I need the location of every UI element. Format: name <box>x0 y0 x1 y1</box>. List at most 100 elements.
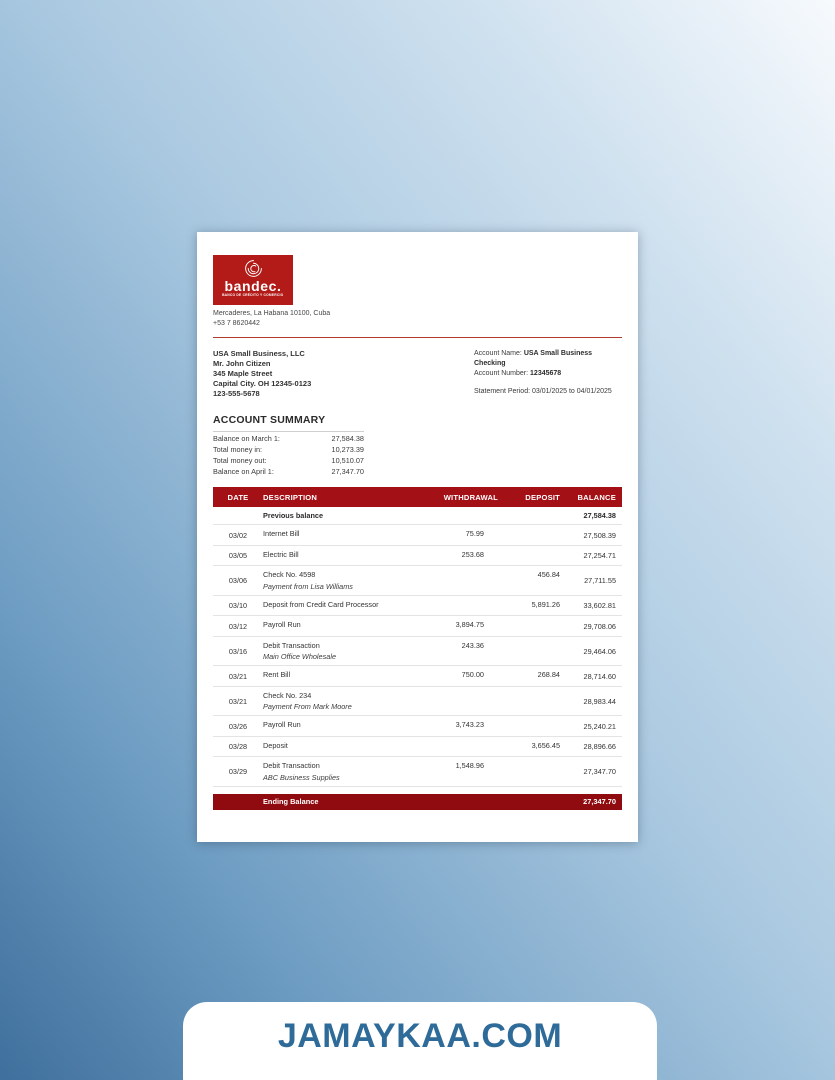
summary-row-label: Total money out: <box>213 455 267 465</box>
txn-balance: 25,240.21 <box>583 721 616 731</box>
txn-description-main: Deposit from Credit Card Processor <box>263 599 379 609</box>
txn-balance: 29,708.06 <box>583 621 616 631</box>
col-header-withdrawal: WITHDRAWAL <box>443 492 498 502</box>
txn-description-main: Payroll Run <box>263 620 301 630</box>
txn-date: 03/21 <box>228 696 248 706</box>
txn-description-note: ABC Business Supplies <box>263 772 340 782</box>
summary-row-value: 27,584.38 <box>331 433 364 443</box>
txn-balance: 29,464.06 <box>583 646 616 656</box>
parties-block: USA Small Business, LLC Mr. John Citizen 3… <box>213 349 622 398</box>
summary-row: Balance on April 1: 27,347.70 <box>213 467 364 478</box>
previous-balance-label: Previous balance <box>263 511 324 521</box>
previous-balance-row: Previous balance 27,584.38 <box>213 507 622 526</box>
txn-description-main: Electric Bill <box>263 549 299 559</box>
transaction-row: 03/05 Electric Bill 253.68 27,254.71 <box>213 546 622 567</box>
bank-statement-page: bandec. BANCO DE CRÉDITO Y COMERCIO Merc… <box>197 232 638 842</box>
txn-deposit: 3,656.45 <box>531 740 560 750</box>
bank-address: Mercaderes, La Habana 10100, Cuba +53 7 … <box>213 309 622 329</box>
txn-description-main: Check No. 234 <box>263 690 312 700</box>
txn-description-note: Payment From Mark Moore <box>263 702 352 712</box>
txn-description: Rent Bill <box>263 670 408 682</box>
txn-balance: 33,602.81 <box>583 601 616 611</box>
txn-description: Debit Transaction Main Office Wholesale <box>263 641 408 662</box>
txn-balance: 27,711.55 <box>584 576 616 586</box>
txn-description: Deposit <box>263 741 408 753</box>
txn-withdrawal: 1,548.96 <box>455 761 484 771</box>
txn-withdrawal: 3,743.23 <box>455 720 484 730</box>
account-holder-line: 345 Maple Street <box>213 369 273 379</box>
summary-row: Balance on March 1: 27,584.38 <box>213 434 364 445</box>
txn-balance: 27,347.70 <box>583 767 616 777</box>
txn-description: Payroll Run <box>263 720 408 732</box>
transaction-row: 03/02 Internet Bill 75.99 27,508.39 <box>213 525 622 546</box>
col-header-balance: BALANCE <box>577 492 616 502</box>
account-holder-block: USA Small Business, LLC Mr. John Citizen 3… <box>213 349 311 398</box>
summary-row-value: 27,347.70 <box>331 466 364 476</box>
txn-date: 03/29 <box>228 767 248 777</box>
txn-balance: 28,714.60 <box>583 671 616 681</box>
txn-date: 03/28 <box>228 742 248 752</box>
account-name-value: USA Small Business Checking <box>474 350 593 368</box>
col-header-deposit: DEPOSIT <box>525 492 560 502</box>
transaction-row: 03/26 Payroll Run 3,743.23 25,240.21 <box>213 716 622 737</box>
col-header-date: DATE <box>227 492 249 502</box>
transactions-table: DATE DESCRIPTION WITHDRAWAL DEPOSIT BALA… <box>213 487 622 810</box>
statement-period-value: 03/01/2025 to 04/01/2025 <box>531 387 612 395</box>
txn-date: 03/10 <box>228 601 248 611</box>
transaction-row: 03/21 Rent Bill 750.00 268.84 28,714.60 <box>213 666 622 687</box>
account-name-row: Account Name: USA Small Business Checkin… <box>474 349 622 369</box>
transaction-row: 03/21 Check No. 234 Payment From Mark Mo… <box>213 687 622 717</box>
txn-date: 03/26 <box>228 721 248 731</box>
summary-row-label: Balance on March 1: <box>213 433 280 443</box>
txn-description: Check No. 4598 Payment from Lisa William… <box>263 570 408 591</box>
account-name-label: Account Name: <box>474 350 524 358</box>
txn-description-main: Internet Bill <box>263 529 300 539</box>
txn-description-main: Debit Transaction <box>263 640 320 650</box>
txn-withdrawal: 75.99 <box>465 529 484 539</box>
account-number-label: Account Number: <box>474 369 531 377</box>
statement-period-label: Statement Period: <box>474 387 532 395</box>
txn-date: 03/05 <box>228 551 248 561</box>
txn-withdrawal: 3,894.75 <box>455 620 484 630</box>
transaction-rows: 03/02 Internet Bill 75.99 27,508.39 03/0… <box>213 525 622 787</box>
txn-description-main: Debit Transaction <box>263 761 320 771</box>
txn-deposit: 5,891.26 <box>531 599 560 609</box>
account-number-value: 12345678 <box>530 369 562 377</box>
header-divider <box>213 337 622 339</box>
account-holder-line: 123-555-5678 <box>213 388 260 398</box>
bandec-logo: bandec. BANCO DE CRÉDITO Y COMERCIO <box>213 255 293 305</box>
table-header-row: DATE DESCRIPTION WITHDRAWAL DEPOSIT BALA… <box>213 487 622 508</box>
summary-row-label: Balance on April 1: <box>213 466 274 476</box>
txn-balance: 28,983.44 <box>583 696 616 706</box>
txn-date: 03/06 <box>228 576 248 586</box>
txn-date: 03/16 <box>228 646 248 656</box>
account-holder-line: Capital City. OH 12345-0123 <box>213 378 312 388</box>
summary-row-value: 10,273.39 <box>331 444 364 454</box>
account-summary-title: ACCOUNT SUMMARY <box>213 413 326 426</box>
bandec-tagline: BANCO DE CRÉDITO Y COMERCIO <box>222 294 284 298</box>
summary-row: Total money out: 10,510.07 <box>213 456 364 467</box>
txn-description-main: Payroll Run <box>263 720 301 730</box>
footer-watermark-card: JAMAYKAA.COM <box>183 1002 657 1080</box>
bandec-wordmark: bandec. <box>224 278 282 294</box>
transaction-row: 03/16 Debit Transaction Main Office Whol… <box>213 637 622 667</box>
txn-balance: 27,508.39 <box>583 530 616 540</box>
statement-period-row: Statement Period: 03/01/2025 to 04/01/20… <box>474 387 622 397</box>
footer-site-text: JAMAYKAA.COM <box>277 1017 563 1055</box>
account-number-row: Account Number: 12345678 <box>474 369 622 379</box>
account-holder-line: Mr. John Citizen <box>213 359 271 369</box>
txn-description: Payroll Run <box>263 620 408 632</box>
txn-description: Debit Transaction ABC Business Supplies <box>263 761 408 782</box>
transaction-row: 03/06 Check No. 4598 Payment from Lisa W… <box>213 566 622 596</box>
bank-phone: +53 7 8620442 <box>213 320 260 328</box>
txn-description-main: Rent Bill <box>263 670 291 680</box>
ending-balance-label: Ending Balance <box>263 797 319 807</box>
txn-date: 03/12 <box>228 621 248 631</box>
bank-address-line1: Mercaderes, La Habana 10100, Cuba <box>213 310 331 317</box>
txn-description-main: Check No. 4598 <box>263 570 316 580</box>
ending-balance-row: Ending Balance 27,347.70 <box>213 793 622 810</box>
account-summary-table: Balance on March 1: 27,584.38 Total mone… <box>213 430 364 478</box>
bandec-emblem-icon <box>244 260 262 277</box>
txn-balance: 28,896.66 <box>583 742 616 752</box>
